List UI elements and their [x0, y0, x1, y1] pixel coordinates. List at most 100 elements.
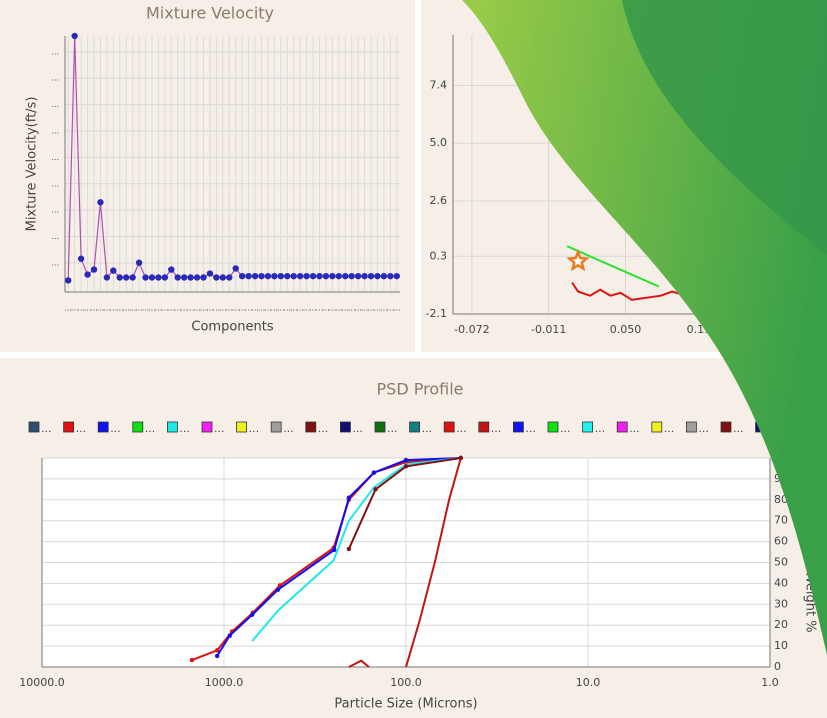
legend-label: ...	[41, 422, 52, 435]
legend-label: ...	[629, 422, 640, 435]
legend-swatch	[617, 422, 627, 432]
y-tick-label: 50	[774, 556, 788, 569]
marker	[348, 273, 354, 279]
y-tick-label: 30	[774, 597, 788, 610]
marker	[347, 547, 351, 551]
y-tick-label: 40	[774, 576, 788, 589]
marker	[97, 199, 103, 205]
y-tick-label: ...	[51, 153, 59, 162]
y-tick-label: ...	[51, 47, 59, 56]
marker	[265, 273, 271, 279]
marker	[303, 273, 309, 279]
legend-swatch	[202, 422, 212, 432]
x-tick-label: 10.0	[576, 676, 601, 689]
marker	[84, 271, 90, 277]
marker	[149, 274, 155, 280]
legend-swatch	[548, 422, 558, 432]
y-tick-label: ...	[51, 100, 59, 109]
marker	[250, 613, 254, 617]
legend-label: ...	[249, 422, 260, 435]
legend-swatch	[652, 422, 662, 432]
chart: 010203040506070809010010000.01000.0100.0…	[19, 380, 817, 712]
marker	[373, 487, 377, 491]
marker	[110, 267, 116, 273]
marker	[129, 274, 135, 280]
marker	[372, 470, 376, 474]
x-tick-label: 100.0	[390, 676, 422, 689]
marker	[278, 273, 284, 279]
legend-swatch	[237, 422, 247, 432]
y-tick-label: -2.1	[426, 307, 447, 320]
legend-swatch	[513, 422, 523, 432]
legend-swatch	[98, 422, 108, 432]
x-tick-label: 1.0	[761, 676, 779, 689]
marker	[404, 458, 408, 462]
legend-label: ...	[422, 422, 433, 435]
panel	[0, 0, 415, 352]
x-tick-label: -0.072	[454, 323, 489, 336]
marker	[394, 273, 400, 279]
marker	[404, 464, 408, 468]
marker	[78, 256, 84, 262]
marker	[323, 273, 329, 279]
y-axis-label: Mixture Velocity(ft/s)	[25, 97, 40, 232]
marker	[316, 273, 322, 279]
legend-label: ...	[595, 422, 606, 435]
legend-label: ...	[214, 422, 225, 435]
legend-label: ...	[560, 422, 571, 435]
marker	[226, 274, 232, 280]
x-tick-label: 0.050	[610, 323, 642, 336]
legend-label: ...	[318, 422, 329, 435]
marker	[258, 273, 264, 279]
dashboard: ........................................…	[0, 0, 827, 718]
y-tick-label: ...	[51, 74, 59, 83]
legend-swatch	[444, 422, 454, 432]
marker	[162, 274, 168, 280]
legend-swatch	[306, 422, 316, 432]
marker	[239, 273, 245, 279]
marker	[228, 633, 232, 637]
legend-swatch	[410, 422, 420, 432]
marker	[355, 273, 361, 279]
marker	[168, 266, 174, 272]
x-axis-label: Particle Size (Microns)	[334, 697, 477, 712]
legend-label: ...	[456, 422, 467, 435]
legend-label: ...	[145, 422, 156, 435]
legend-swatch	[340, 422, 350, 432]
legend-swatch	[479, 422, 489, 432]
marker	[347, 496, 351, 500]
y-tick-label: 10	[774, 639, 788, 652]
marker	[329, 273, 335, 279]
marker	[175, 274, 181, 280]
marker	[200, 274, 206, 280]
y-tick-label: 70	[774, 514, 788, 527]
marker	[104, 274, 110, 280]
chart-title: PSD Profile	[377, 380, 464, 399]
y-tick-label: ...	[51, 179, 59, 188]
marker	[361, 273, 367, 279]
marker	[136, 260, 142, 266]
legend-label: ...	[733, 422, 744, 435]
y-tick-label: 2.6	[430, 194, 448, 207]
marker	[381, 273, 387, 279]
legend-swatch	[375, 422, 385, 432]
legend-swatch	[271, 422, 281, 432]
page: {"chart_data": [ {"type": "line", "title…	[0, 0, 827, 718]
y-tick-label: ...	[51, 206, 59, 215]
marker	[271, 273, 277, 279]
marker	[297, 273, 303, 279]
legend-label: ...	[110, 422, 121, 435]
marker	[276, 587, 280, 591]
chart-title: Mixture Velocity	[146, 4, 274, 23]
marker	[342, 273, 348, 279]
marker	[213, 274, 219, 280]
legend-label: ...	[698, 422, 709, 435]
marker	[215, 654, 219, 658]
marker	[142, 274, 148, 280]
marker	[387, 273, 393, 279]
legend-label: ...	[525, 422, 536, 435]
x-axis-label: Components	[191, 320, 273, 335]
marker	[207, 270, 213, 276]
legend-swatch	[29, 422, 39, 432]
marker	[194, 274, 200, 280]
